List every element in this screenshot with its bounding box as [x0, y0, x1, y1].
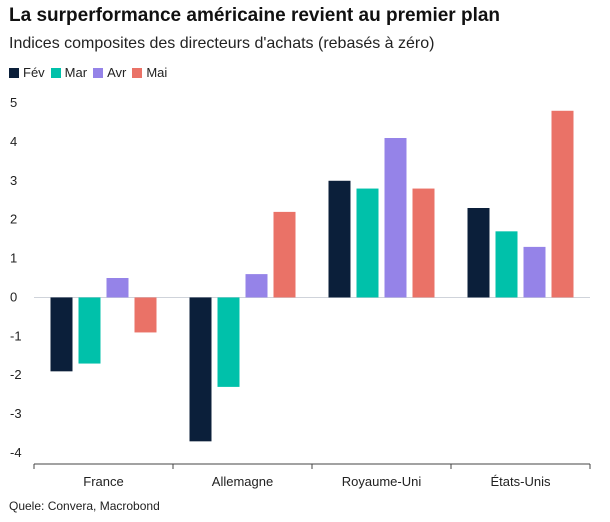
legend-swatch-mar — [50, 67, 61, 78]
legend-item-mar: Mar — [50, 65, 88, 80]
y-tick-label: -4 — [10, 445, 22, 460]
chart-title: La surperformance américaine revient au … — [9, 5, 501, 26]
bar-mai — [134, 297, 157, 333]
x-tick-label: Allemagne — [212, 474, 273, 489]
source-note: Quele: Convera, Macrobond — [9, 499, 160, 513]
bar-mar — [217, 297, 240, 387]
bar-avr — [245, 274, 268, 298]
x-tick-label: Royaume-Uni — [342, 474, 422, 489]
y-tick-label: 2 — [10, 212, 17, 227]
legend-label-mar: Mar — [64, 65, 88, 80]
y-tick-label: -3 — [10, 406, 22, 421]
bar-avr — [523, 246, 546, 298]
bar-avr — [384, 138, 407, 298]
legend-label-avr: Avr — [107, 65, 127, 80]
bar-fév — [467, 208, 490, 298]
y-tick-label: 3 — [10, 173, 17, 188]
legend-label-mai: Mai — [146, 65, 168, 80]
y-tick-label: 5 — [10, 95, 17, 110]
bar-mar — [78, 297, 101, 364]
chart-subtitle: Indices composites des directeurs d'acha… — [9, 35, 435, 52]
y-tick-label: -2 — [10, 367, 22, 382]
y-tick-label: -1 — [10, 328, 22, 343]
legend-item-avr: Avr — [93, 65, 126, 80]
legend-item-fev: Fév — [9, 65, 45, 80]
bar-fév — [50, 297, 73, 372]
x-tick-label: États-Unis — [491, 474, 551, 489]
x-tick-label: France — [83, 474, 123, 489]
legend-swatch-fev — [9, 67, 19, 78]
bar-mai — [273, 211, 296, 298]
legend: Fév Mar Avr Mai — [9, 65, 173, 80]
legend-swatch-avr — [93, 67, 104, 78]
y-tick-label: 1 — [10, 251, 17, 266]
bar-avr — [106, 278, 129, 298]
bar-mai — [551, 110, 574, 298]
legend-label-fev: Fév — [23, 65, 45, 80]
legend-item-mai: Mai — [132, 65, 167, 80]
bar-mar — [495, 231, 518, 298]
bar-fév — [189, 297, 212, 442]
legend-swatch-mai — [132, 67, 143, 78]
bar-fév — [328, 180, 351, 298]
y-tick-label: 4 — [10, 134, 17, 149]
bar-mai — [412, 188, 435, 298]
y-tick-label: 0 — [10, 289, 17, 304]
bar-mar — [356, 188, 379, 298]
